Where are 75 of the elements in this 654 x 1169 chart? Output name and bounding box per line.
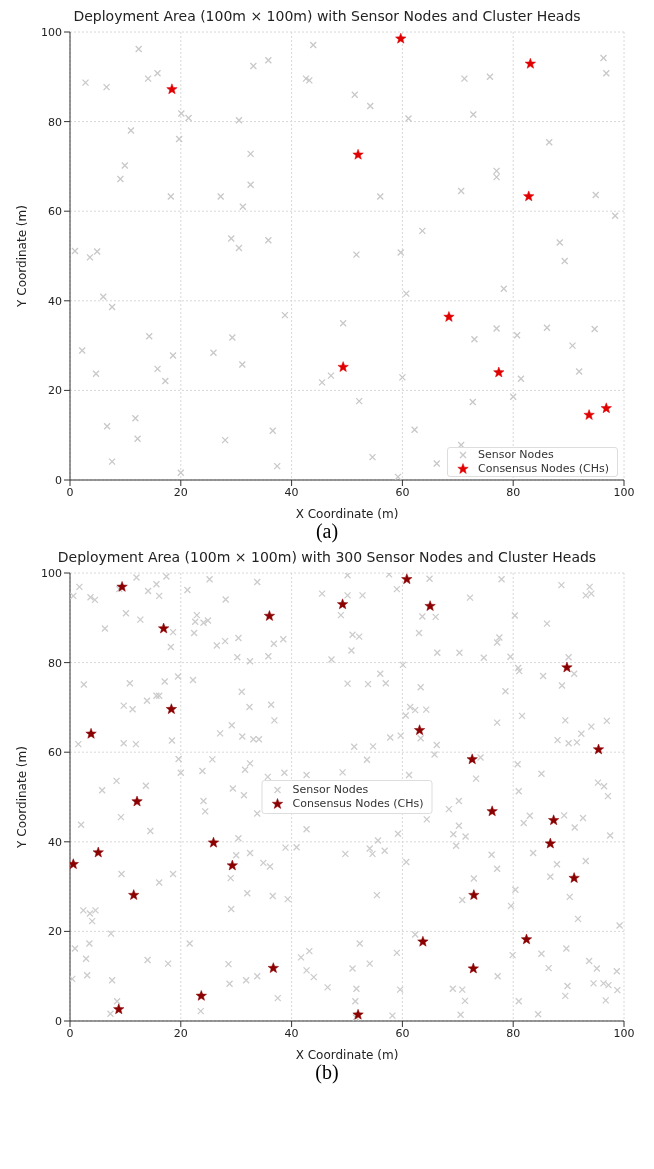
point xyxy=(352,1008,364,1020)
x-tick-label: 60 xyxy=(395,485,410,499)
point xyxy=(337,598,349,610)
legend-label: Consensus Nodes (CHs) xyxy=(478,462,609,476)
point xyxy=(523,190,535,202)
x-axis-title: X Coordinate (m) xyxy=(295,1048,399,1062)
legend-label: Sensor Nodes xyxy=(478,448,554,462)
point xyxy=(524,58,536,69)
point xyxy=(544,837,556,849)
point xyxy=(600,402,612,414)
x-tick-label: 80 xyxy=(506,1026,521,1040)
x-tick-label: 40 xyxy=(284,485,299,499)
point xyxy=(158,622,170,634)
point xyxy=(92,846,104,858)
point xyxy=(337,361,349,372)
point xyxy=(548,814,560,825)
point xyxy=(226,859,238,871)
y-tick-label: 40 xyxy=(48,294,62,308)
text: (b) xyxy=(314,1061,340,1084)
y-tick-label: 0 xyxy=(55,473,62,487)
point xyxy=(443,311,455,322)
point xyxy=(128,889,140,900)
point xyxy=(417,935,429,947)
point xyxy=(593,743,604,755)
point xyxy=(467,962,479,974)
y-axis-title: Y Coordinate (m) xyxy=(15,746,30,849)
y-tick-label: 80 xyxy=(48,115,62,129)
point xyxy=(166,83,178,95)
point xyxy=(401,573,413,584)
point xyxy=(208,836,219,848)
point xyxy=(561,661,573,673)
chart-title: Deployment Area (100m × 100m) with 300 Sensor Nodes and Cluster Heads xyxy=(56,549,598,565)
y-tick-label: 100 xyxy=(41,566,62,580)
x-tick-label: 100 xyxy=(613,485,635,499)
x-axis-title: X Coordinate (m) xyxy=(295,507,399,521)
y-tick-label: 100 xyxy=(41,25,62,39)
point xyxy=(85,728,97,739)
point xyxy=(466,753,478,765)
point xyxy=(493,366,505,378)
point xyxy=(486,805,498,817)
point xyxy=(414,724,426,735)
point xyxy=(352,149,364,160)
point xyxy=(583,409,595,420)
chart-title: Deployment Area (100m × 100m) with Sensor Nodes and Cluster Heads xyxy=(72,8,582,24)
y-axis-title: Y Coordinate (m) xyxy=(15,205,30,308)
x-tick-label: 60 xyxy=(395,1026,410,1040)
y-tick-label: 0 xyxy=(55,1014,62,1028)
legend-label: Consensus Nodes (CHs) xyxy=(292,797,424,811)
y-tick-label: 20 xyxy=(48,384,62,398)
point xyxy=(113,1003,125,1015)
point xyxy=(165,703,177,714)
x-tick-label: 20 xyxy=(173,485,188,499)
text: (a) xyxy=(314,520,340,543)
point xyxy=(568,872,580,883)
point xyxy=(521,933,532,945)
y-tick-label: 20 xyxy=(48,925,62,939)
point xyxy=(468,889,480,900)
point xyxy=(395,32,407,44)
point xyxy=(116,581,128,592)
y-tick-label: 80 xyxy=(48,656,62,670)
y-tick-label: 60 xyxy=(48,746,62,760)
point xyxy=(131,795,143,807)
x-tick-label: 40 xyxy=(284,1026,299,1040)
x-tick-label: 0 xyxy=(66,1026,74,1040)
x-tick-label: 0 xyxy=(66,485,74,499)
x-tick-label: 20 xyxy=(173,1026,188,1040)
x-tick-label: 80 xyxy=(506,485,521,499)
y-tick-label: 60 xyxy=(48,205,62,219)
x-tick-label: 100 xyxy=(613,1026,635,1040)
point xyxy=(263,610,275,621)
y-tick-label: 40 xyxy=(48,835,62,849)
point xyxy=(424,600,436,611)
point xyxy=(195,990,207,1001)
point xyxy=(267,962,279,973)
legend-label: Sensor Nodes xyxy=(292,783,369,797)
